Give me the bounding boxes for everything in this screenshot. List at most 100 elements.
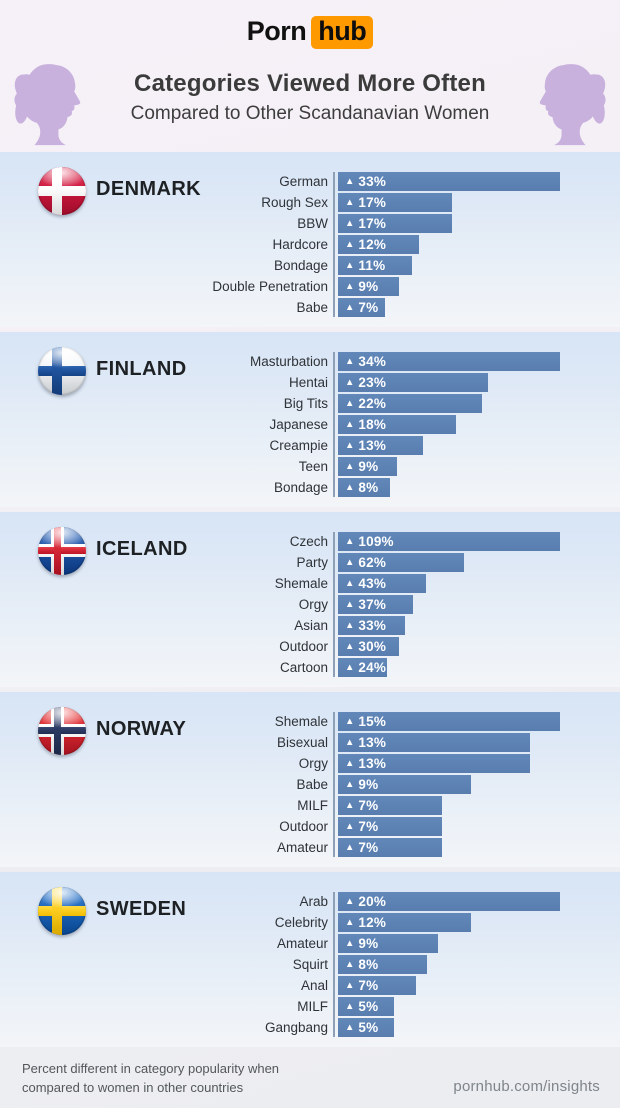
flag-gloss-highlight [38,527,86,575]
bar-row: MILF ▲ 5% [0,997,620,1016]
bar-value: 22% [358,396,387,411]
bar-row: Anal ▲ 7% [0,976,620,995]
up-triangle-icon: ▲ [345,440,355,451]
bar: ▲ 9% [338,934,438,953]
bar: ▲ 33% [338,616,405,635]
up-triangle-icon: ▲ [345,821,355,832]
pornhub-logo: Porn hub [0,16,620,50]
flag-sweden-icon [38,887,86,935]
axis-line [333,892,335,1037]
category-label: Teen [298,459,328,474]
bar-rows: Masturbation ▲ 34% Hentai ▲ 23% Big Tits ▲ 22% Ja… [0,352,620,499]
bar-value: 37% [358,597,387,612]
bar-row: Teen ▲ 9% [0,457,620,476]
bar-value: 34% [358,354,387,369]
up-triangle-icon: ▲ [345,536,355,547]
category-label: Babe [296,777,328,792]
flag-finland-icon [38,347,86,395]
bar-rows: German ▲ 33% Rough Sex ▲ 17% BBW ▲ 17% Hardcore ▲ 1… [0,172,620,319]
footer: Percent different in category popularity… [0,1052,620,1108]
up-triangle-icon: ▲ [345,557,355,568]
flag-denmark-icon [38,167,86,215]
up-triangle-icon: ▲ [345,758,355,769]
bar-row: Celebrity ▲ 12% [0,913,620,932]
bar-rows: Arab ▲ 20% Celebrity ▲ 12% Amateur ▲ 9% Squirt ▲ 8%… [0,892,620,1039]
up-triangle-icon: ▲ [345,356,355,367]
bar-row: Bondage ▲ 11% [0,256,620,275]
up-triangle-icon: ▲ [345,218,355,229]
category-label: MILF [297,999,328,1014]
bar: ▲ 9% [338,457,397,476]
bar-row: Hentai ▲ 23% [0,373,620,392]
bar-value: 13% [358,735,387,750]
up-triangle-icon: ▲ [345,176,355,187]
bar: ▲ 62% [338,553,464,572]
female-silhouette-right-icon [528,60,610,146]
axis-line [333,532,335,677]
up-triangle-icon: ▲ [345,896,355,907]
category-label: Hardcore [272,237,328,252]
footnote-line-1: Percent different in category popularity… [22,1061,280,1076]
bar: ▲ 22% [338,394,482,413]
bar-row: Squirt ▲ 8% [0,955,620,974]
bar: ▲ 5% [338,1018,394,1037]
category-label: Czech [289,534,328,549]
logo-text-porn: Porn [246,16,307,46]
category-label: Double Penetration [212,279,328,294]
up-triangle-icon: ▲ [345,641,355,652]
up-triangle-icon: ▲ [345,578,355,589]
bar-value: 13% [358,756,387,771]
category-label: Amateur [276,840,328,855]
bar-value: 7% [358,840,379,855]
bar: ▲ 13% [338,436,423,455]
bar-row: Gangbang ▲ 5% [0,1018,620,1037]
bar-value: 7% [358,978,379,993]
bar-row: Japanese ▲ 18% [0,415,620,434]
bar-row: Party ▲ 62% [0,553,620,572]
category-label: Gangbang [264,1020,328,1035]
up-triangle-icon: ▲ [345,1001,355,1012]
up-triangle-icon: ▲ [345,419,355,430]
country-section-finland: FINLAND Masturbation ▲ 34% Hentai ▲ 23% Big Tit… [0,332,620,507]
bar: ▲ 7% [338,298,385,317]
up-triangle-icon: ▲ [345,197,355,208]
bar-value: 7% [358,798,379,813]
up-triangle-icon: ▲ [345,779,355,790]
flag-gloss-highlight [38,167,86,215]
bar-value: 11% [358,258,386,273]
bar: ▲ 109% [338,532,560,551]
bar: ▲ 30% [338,637,399,656]
up-triangle-icon: ▲ [345,461,355,472]
up-triangle-icon: ▲ [345,800,355,811]
country-label: DENMARK [96,178,202,200]
bar-row: German ▲ 33% [0,172,620,191]
bar-value: 9% [358,777,379,792]
bar: ▲ 37% [338,595,413,614]
bar-row: Babe ▲ 9% [0,775,620,794]
country-section-denmark: DENMARK German ▲ 33% Rough Sex ▲ 17% BBW ▲ 17% Har… [0,152,620,327]
bar-value: 9% [358,279,379,294]
category-label: Party [296,555,328,570]
bar-row: Rough Sex ▲ 17% [0,193,620,212]
category-label: Big Tits [283,396,328,411]
bar-row: Outdoor ▲ 30% [0,637,620,656]
category-label: Orgy [298,597,328,612]
up-triangle-icon: ▲ [345,959,355,970]
up-triangle-icon: ▲ [345,239,355,250]
page-subtitle: Compared to Other Scandanavian Women [130,103,490,124]
bar: ▲ 13% [338,754,530,773]
up-triangle-icon: ▲ [345,302,355,313]
country-section-sweden: SWEDEN Arab ▲ 20% Celebrity ▲ 12% Amateur ▲ 9% Squ… [0,872,620,1047]
axis-line [333,712,335,857]
bar-row: Creampie ▲ 13% [0,436,620,455]
up-triangle-icon: ▲ [345,281,355,292]
bar: ▲ 17% [338,214,452,233]
bar-value: 17% [358,195,387,210]
bar-value: 109% [358,534,394,549]
bar-row: Masturbation ▲ 34% [0,352,620,371]
bar-value: 17% [358,216,387,231]
bar-row: BBW ▲ 17% [0,214,620,233]
bar-row: MILF ▲ 7% [0,796,620,815]
up-triangle-icon: ▲ [345,599,355,610]
up-triangle-icon: ▲ [345,260,355,271]
